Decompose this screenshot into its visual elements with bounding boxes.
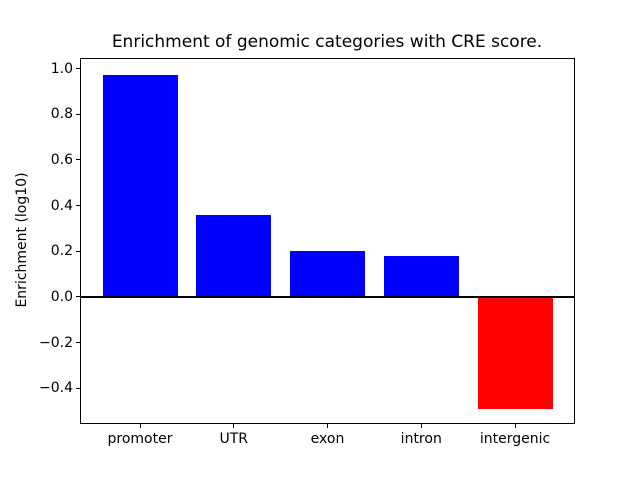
bar-intron (383, 255, 459, 297)
y-tick-mark (76, 68, 80, 69)
y-tick-label: 0.2 (50, 243, 73, 260)
x-tick-mark (233, 424, 235, 428)
y-tick-mark (76, 205, 80, 207)
y-tick-label: −0.2 (39, 334, 73, 351)
y-tick-label: 0.8 (50, 106, 73, 123)
y-tick-label: 1.0 (50, 60, 73, 77)
y-tick-mark (76, 113, 80, 115)
x-tick-label-UTR: UTR (219, 431, 249, 447)
y-tick-label: −0.4 (39, 380, 73, 397)
x-tick-label-promoter: promoter (107, 431, 173, 447)
bar-promoter (102, 75, 178, 297)
x-tick-label-intron: intron (400, 431, 442, 447)
y-axis-label: Enrichment (log10) (14, 172, 30, 308)
bar-exon (290, 251, 365, 297)
x-tick-mark (514, 424, 516, 428)
bar-intergenic (477, 296, 553, 409)
y-tick-label: 0.6 (50, 151, 73, 168)
x-tick-mark (139, 424, 141, 428)
x-tick-label-intergenic: intergenic (479, 431, 551, 447)
y-tick-mark (76, 250, 80, 252)
y-tick-mark (76, 387, 80, 389)
y-tick-label: 0.4 (50, 197, 73, 214)
y-tick-mark (76, 296, 80, 298)
chart-title: Enrichment of genomic categories with CR… (111, 32, 543, 52)
y-tick-mark (76, 342, 80, 344)
x-tick-mark (420, 424, 422, 428)
zero-line (80, 295, 575, 298)
x-tick-mark (327, 424, 328, 428)
y-tick-mark (76, 159, 80, 161)
x-tick-label-exon: exon (310, 431, 345, 447)
y-tick-label: 0.0 (50, 288, 73, 305)
bar-UTR (196, 214, 272, 297)
